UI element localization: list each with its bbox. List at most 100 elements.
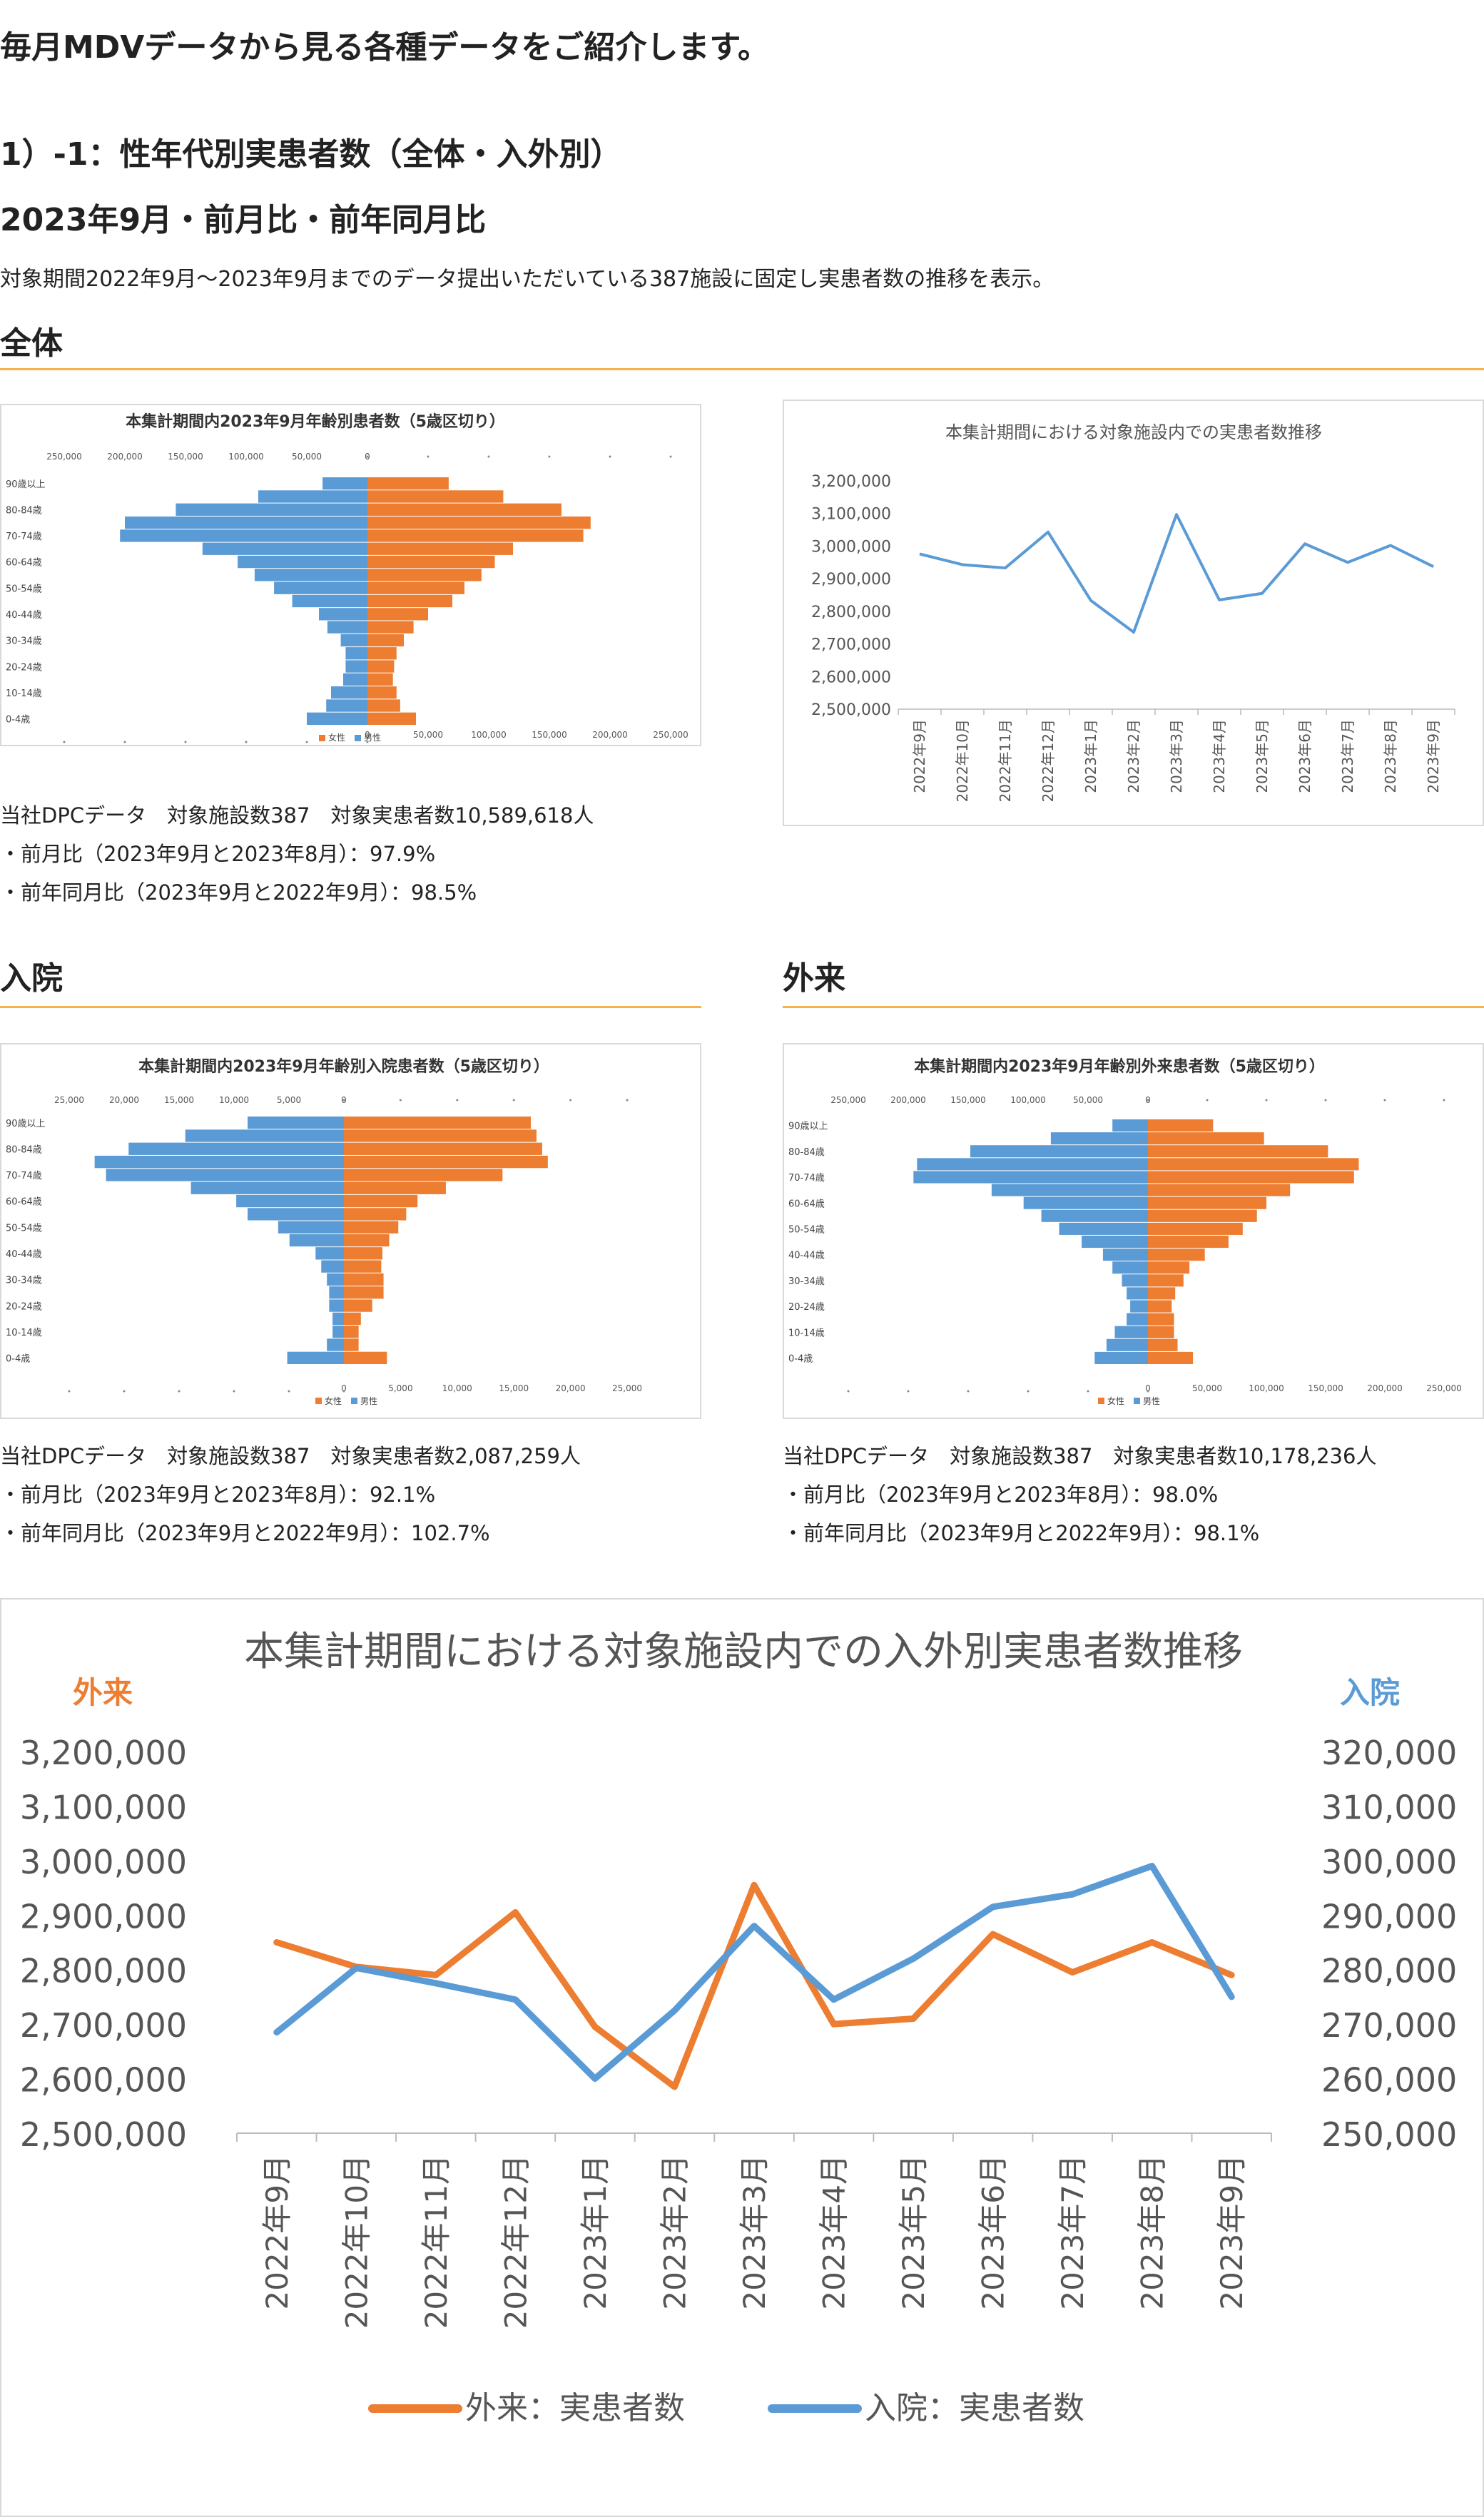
- bottom-tick-label: 0: [341, 1383, 347, 1393]
- right-y-tick-label: 290,000: [1321, 1897, 1457, 1936]
- axis-dot: [233, 1390, 235, 1393]
- right-y-tick-label: 270,000: [1321, 2006, 1457, 2045]
- top-tick-label: 50,000: [1073, 1095, 1103, 1105]
- bottom-tick-label: 50,000: [413, 730, 443, 740]
- y-tick-label: 3,100,000: [811, 506, 891, 524]
- overall-pyramid-chart: 本集計期間内2023年9月年齢別患者数（5歳区切り） 250,000 200,000…: [6, 412, 688, 743]
- axis-dot: [1383, 1099, 1386, 1102]
- section-underline-outpatient: [783, 1006, 1484, 1008]
- left-y-tick-label: 2,500,000: [20, 2115, 187, 2154]
- axis-dot: [366, 455, 369, 458]
- inpatient-stat-line: 当社DPCデータ 対象施設数387 対象実患者数2,087,259人: [0, 1444, 581, 1468]
- axis-dot: [456, 1099, 459, 1102]
- left-y-tick-label: 3,000,000: [20, 1843, 187, 1881]
- heading-2: 2023年9月・前月比・前年同月比: [0, 202, 487, 238]
- chart-title: 本集計期間における対象施設内での入外別実患者数推移: [244, 1629, 1243, 1675]
- male-bar: [327, 1273, 344, 1286]
- left-y-tick-label: 2,700,000: [20, 2006, 187, 2045]
- male-bar: [258, 490, 367, 503]
- axis-dot: [342, 1099, 345, 1102]
- male-bar: [1041, 1209, 1148, 1222]
- y-tick-label: 2,800,000: [811, 604, 891, 621]
- female-bar: [344, 1117, 532, 1129]
- male-bar: [315, 1247, 344, 1260]
- axis-dot: [63, 741, 66, 743]
- left-y-tick-label: 2,800,000: [20, 1952, 187, 1990]
- male-bar: [1112, 1119, 1148, 1132]
- male-bar: [321, 1260, 344, 1273]
- female-bar: [1148, 1313, 1174, 1326]
- female-bar: [367, 647, 397, 660]
- left-y-tick-label: 2,900,000: [20, 1897, 187, 1936]
- male-bar: [274, 581, 367, 594]
- axis-dot: [366, 741, 369, 743]
- male-bar: [94, 1155, 344, 1169]
- female-bar: [1148, 1249, 1205, 1261]
- male-bar: [332, 1312, 344, 1326]
- legend-male-label: 男性: [360, 1396, 377, 1406]
- female-bar: [1148, 1274, 1184, 1287]
- top-tick-label: 50,000: [292, 452, 322, 462]
- female-bar: [367, 581, 464, 594]
- female-bar: [367, 555, 495, 569]
- x-tick-label: 2022年12月: [498, 2155, 533, 2329]
- female-bar: [367, 608, 428, 621]
- y-tick-label: 3,000,000: [811, 538, 891, 556]
- axis-dot: [967, 1390, 970, 1393]
- heading-1: 1）-1：性年代別実患者数（全体・入外別）: [0, 136, 622, 173]
- female-bar: [344, 1208, 407, 1221]
- axis-dot: [123, 1390, 126, 1393]
- bottom-tick-label: 10,000: [442, 1383, 472, 1393]
- x-tick-label: 2023年4月: [817, 2155, 852, 2310]
- female-bar: [367, 542, 513, 555]
- legend-female-label: 女性: [328, 732, 345, 743]
- male-bar: [331, 686, 367, 699]
- bottom-tick-label: 250,000: [653, 730, 688, 740]
- overall-pyramid-panel: 本集計期間内2023年9月年齢別患者数（5歳区切り） 250,000 200,000…: [0, 404, 701, 746]
- axis-dot: [1324, 1099, 1327, 1102]
- outpatient-stat-line: 当社DPCデータ 対象施設数387 対象実患者数10,178,236人: [783, 1444, 1377, 1468]
- overall-line-chart: 本集計期間における対象施設内での実患者数推移 3,200,000 3,100,000…: [811, 422, 1455, 802]
- axis-dot: [569, 1099, 572, 1102]
- male-bar: [1127, 1287, 1148, 1300]
- inpatient-pyramid-chart: 本集計期間内2023年9月年齢別入院患者数（5歳区切り） 25,000 20,000…: [6, 1057, 642, 1406]
- axis-dot: [1087, 1390, 1089, 1393]
- age-category-label: 10-14歳: [6, 688, 42, 699]
- inpatient-mom: ・前月比（2023年9月と2023年8月）：92.1%: [0, 1483, 436, 1507]
- female-bar: [344, 1194, 418, 1208]
- female-bar: [367, 660, 395, 673]
- female-bar: [344, 1247, 382, 1260]
- male-bar: [236, 1194, 344, 1208]
- age-category-label: 60-64歳: [6, 558, 42, 569]
- legend-male-label: 男性: [1143, 1396, 1160, 1406]
- outpatient-mom: ・前月比（2023年9月と2023年8月）：98.0%: [783, 1483, 1219, 1507]
- axis-dot: [609, 455, 611, 458]
- male-bar: [1112, 1261, 1148, 1274]
- male-bar: [202, 542, 367, 555]
- axis-dot: [548, 455, 551, 458]
- male-bar: [326, 699, 367, 712]
- section-title-outpatient: 外来: [783, 960, 845, 997]
- female-bar: [1148, 1209, 1257, 1222]
- female-bar: [367, 621, 414, 634]
- male-bar: [125, 516, 367, 529]
- male-bar: [329, 1286, 344, 1299]
- x-tick-label: 2023年1月: [578, 2155, 613, 2310]
- axis-dot: [178, 1390, 181, 1393]
- age-category-label: 30-34歳: [6, 636, 42, 647]
- outpatient-pyramid-chart: 本集計期間内2023年9月年齢別外来患者数（5歳区切り） 250,000 200,0…: [788, 1057, 1462, 1406]
- section-title-inpatient: 入院: [0, 960, 63, 997]
- right-y-tick-label: 310,000: [1321, 1788, 1457, 1826]
- inpatient-stats: 当社DPCデータ 対象施設数387 対象実患者数2,087,259人 ・前月比（…: [0, 1437, 581, 1552]
- left-axis-label: 外来: [73, 1675, 133, 1710]
- outpatient-yoy: ・前年同月比（2023年9月と2022年9月）：98.1%: [783, 1521, 1260, 1545]
- age-category-label: 0-4歳: [788, 1354, 813, 1365]
- bottom-tick-label: 100,000: [471, 730, 507, 740]
- female-bar: [344, 1234, 390, 1247]
- age-category-label: 50-54歳: [6, 1223, 42, 1234]
- bottom-tick-label: 0: [365, 730, 370, 740]
- top-tick-label: 25,000: [54, 1095, 84, 1105]
- axis-dot: [305, 741, 308, 743]
- bottom-tick-label: 200,000: [1367, 1383, 1403, 1393]
- female-bar: [367, 673, 393, 686]
